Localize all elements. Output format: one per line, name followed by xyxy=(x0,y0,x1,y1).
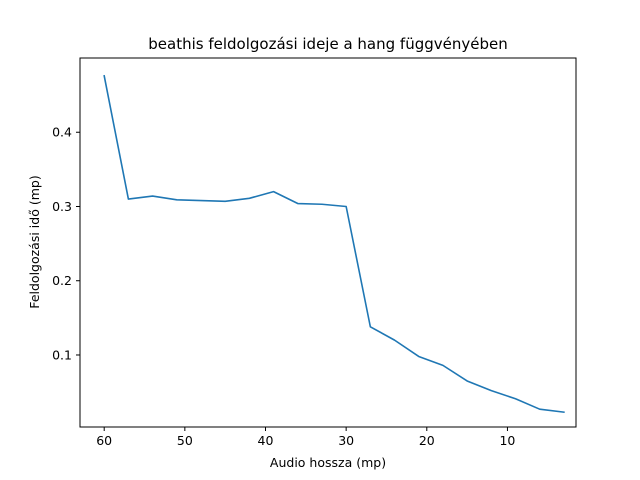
plot-series xyxy=(103,74,565,414)
y-tick-label: 0.4 xyxy=(52,125,72,140)
y-tick-label: 0.3 xyxy=(52,199,72,214)
chart-title: beathis feldolgozási ideje a hang függvé… xyxy=(148,35,507,53)
y-tick-label: 0.1 xyxy=(52,347,72,362)
x-tick-label: 10 xyxy=(499,433,515,448)
x-tick-label: 50 xyxy=(177,433,193,448)
x-tick-label: 40 xyxy=(258,433,274,448)
x-tick-label: 60 xyxy=(96,433,112,448)
plot-frame xyxy=(79,57,577,428)
y-axis-label: Feldolgozási idő (mp) xyxy=(27,175,42,308)
y-axis-ticks: 0.1 0.2 0.3 0.4 xyxy=(52,125,80,362)
x-tick-label: 20 xyxy=(419,433,435,448)
series-line-0 xyxy=(103,74,565,414)
x-axis-ticks: 60 50 40 30 20 10 xyxy=(96,427,515,448)
x-axis-label: Audio hossza (mp) xyxy=(270,455,386,470)
y-tick-label: 0.2 xyxy=(52,273,72,288)
x-tick-label: 30 xyxy=(338,433,354,448)
